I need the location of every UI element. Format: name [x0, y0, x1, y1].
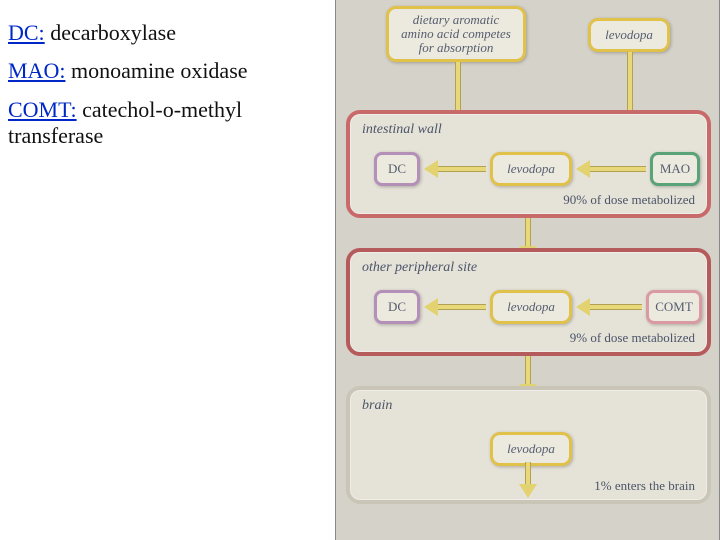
arrow-levodopa-to-dc-1 — [424, 163, 486, 175]
intestinal-metab: 90% of dose metabolized — [563, 192, 695, 208]
panel-peripheral-label: other peripheral site — [362, 260, 477, 276]
arrow-levodopa-to-dc-2 — [424, 301, 486, 313]
node-dc-1-label: DC — [388, 162, 406, 176]
node-levodopa-top-label: levodopa — [605, 28, 653, 42]
abbr-dc: DC: — [8, 20, 45, 45]
arrow-mao-to-levodopa-1 — [576, 163, 646, 175]
node-levodopa-top: levodopa — [588, 18, 670, 52]
arrow-comt-to-levodopa-2 — [576, 301, 642, 313]
abbr-comt: COMT: — [8, 97, 77, 122]
node-levodopa-2-label: levodopa — [507, 300, 555, 314]
legend: DC: decarboxylase MAO: monoamine oxidase… — [8, 20, 328, 162]
node-levodopa-3-label: levodopa — [507, 442, 555, 456]
node-comt-2-label: COMT — [655, 300, 693, 314]
legend-item-mao: MAO: monoamine oxidase — [8, 58, 328, 84]
brain-metab: 1% enters the brain — [594, 478, 695, 494]
full-mao: monoamine oxidase — [65, 58, 247, 83]
node-mao-1: MAO — [650, 152, 700, 186]
node-dc-2-label: DC — [388, 300, 406, 314]
node-dietary-aa: dietary aromatic amino acid competes for… — [386, 6, 526, 62]
node-dc-2: DC — [374, 290, 420, 324]
full-dc: decarboxylase — [45, 20, 176, 45]
node-levodopa-3: levodopa — [490, 432, 572, 466]
levodopa-pathway-diagram: dietary aromatic amino acid competes for… — [335, 0, 720, 540]
panel-peripheral: other peripheral site DC levodopa COMT 9… — [346, 248, 711, 356]
node-dietary-aa-label: dietary aromatic amino acid competes for… — [395, 13, 517, 56]
panel-intestinal: intestinal wall DC levodopa MAO 90% of d… — [346, 110, 711, 218]
panel-brain-label: brain — [362, 398, 392, 414]
abbr-mao: MAO: — [8, 58, 65, 83]
node-levodopa-2: levodopa — [490, 290, 572, 324]
legend-item-comt: COMT: catechol-o-methyl transferase — [8, 97, 328, 150]
legend-item-dc: DC: decarboxylase — [8, 20, 328, 46]
peripheral-metab: 9% of dose metabolized — [570, 330, 695, 346]
panel-intestinal-label: intestinal wall — [362, 122, 442, 138]
node-dc-1: DC — [374, 152, 420, 186]
node-levodopa-1: levodopa — [490, 152, 572, 186]
node-mao-1-label: MAO — [660, 162, 690, 176]
node-comt-2: COMT — [646, 290, 702, 324]
node-levodopa-1-label: levodopa — [507, 162, 555, 176]
